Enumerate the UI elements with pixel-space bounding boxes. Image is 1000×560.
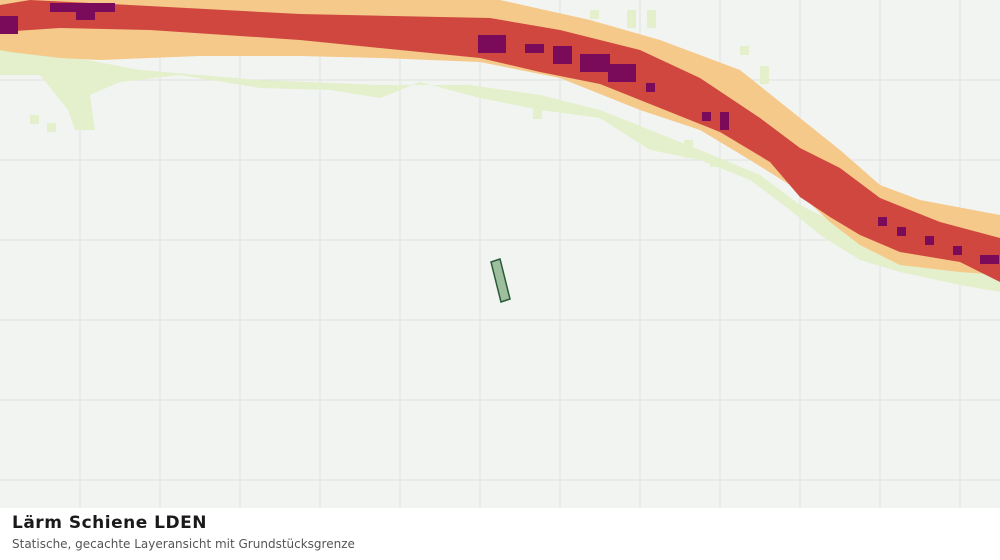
noise-cell <box>646 83 655 92</box>
noise-area <box>0 40 1000 292</box>
noise-cell <box>553 46 572 64</box>
noise-cell <box>50 3 115 20</box>
noise-cell <box>47 123 56 132</box>
noise-cell <box>478 35 506 53</box>
noise-cell <box>647 10 656 28</box>
noise-cell <box>608 64 636 82</box>
map-title: Lärm Schiene LDEN <box>12 513 207 533</box>
noise-cell <box>0 16 18 34</box>
noise-cell <box>684 140 693 158</box>
noise-cell <box>953 246 962 255</box>
noise-cell <box>740 46 749 55</box>
noise-cell <box>720 112 729 130</box>
noise-cell <box>925 236 934 245</box>
noise-cell <box>710 158 719 167</box>
noise-zone-high <box>0 0 1000 282</box>
noise-zone-very-high <box>0 3 999 264</box>
map <box>0 0 1000 508</box>
footer: Lärm Schiene LDEN Statische, gecachte La… <box>0 508 1000 560</box>
noise-cell <box>580 54 610 72</box>
map-subtitle: Statische, gecachte Layeransicht mit Gru… <box>12 537 355 551</box>
noise-cell <box>533 100 542 119</box>
noise-cell <box>590 10 599 19</box>
noise-cell <box>897 227 906 236</box>
noise-cell <box>627 10 636 28</box>
parcel-boundary <box>490 258 511 303</box>
noise-cell <box>878 217 887 226</box>
map-background <box>0 0 1000 508</box>
noise-cell <box>760 66 769 84</box>
noise-cell <box>980 255 999 264</box>
noise-cell <box>525 44 544 53</box>
noise-cell <box>30 115 39 124</box>
noise-cell <box>702 112 711 121</box>
